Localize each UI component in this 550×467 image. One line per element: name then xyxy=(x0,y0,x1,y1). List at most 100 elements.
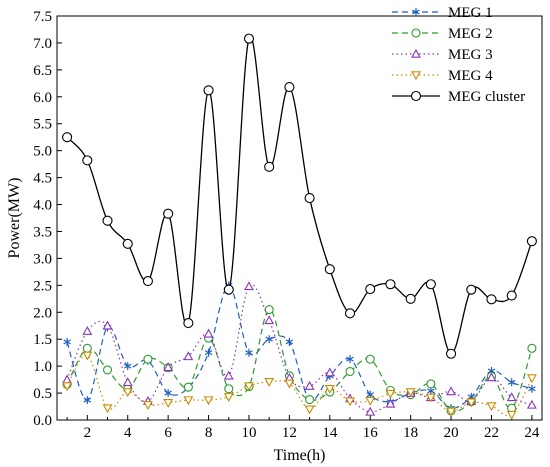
data-point-meg-cluster xyxy=(243,33,255,44)
x-tick-label: 22 xyxy=(484,425,499,441)
series-line-meg-3 xyxy=(66,283,533,413)
data-point-meg-cluster xyxy=(82,155,93,166)
data-point-meg-cluster xyxy=(223,284,234,295)
data-point-meg-cluster xyxy=(102,215,113,226)
legend-label: MEG 3 xyxy=(448,47,493,63)
data-point-meg-3 xyxy=(324,367,335,377)
series-meg-3 xyxy=(62,281,537,416)
y-tick-label: 4.5 xyxy=(33,171,52,187)
y-tick-label: 3.0 xyxy=(33,251,52,267)
data-point-meg-cluster xyxy=(142,275,153,287)
y-tick-label: 0.5 xyxy=(33,386,52,402)
data-point-meg-3 xyxy=(223,370,234,380)
legend-label: MEG 4 xyxy=(448,68,493,84)
data-point-meg-cluster xyxy=(62,132,73,143)
data-point-meg-cluster xyxy=(284,82,295,93)
y-tick-label: 0.0 xyxy=(33,413,52,429)
series-line-meg-1 xyxy=(66,284,533,409)
data-point-meg-cluster xyxy=(264,161,275,172)
x-tick-label: 4 xyxy=(124,425,132,441)
data-point-meg-cluster xyxy=(344,308,356,319)
legend-marker xyxy=(411,28,421,38)
data-point-meg-1 xyxy=(528,384,536,393)
data-point-meg-cluster xyxy=(203,85,214,96)
legend-item-meg-1: MEG 1 xyxy=(392,5,493,21)
data-point-meg-4 xyxy=(244,382,254,392)
data-point-meg-4 xyxy=(526,374,537,384)
legend-item-meg-cluster: MEG cluster xyxy=(392,89,525,105)
x-tick-label: 18 xyxy=(403,425,418,441)
data-point-meg-4 xyxy=(203,396,214,406)
y-tick-label: 5.5 xyxy=(33,117,52,133)
data-point-meg-cluster xyxy=(183,317,194,329)
data-point-meg-1 xyxy=(507,378,516,387)
series-line-meg-4 xyxy=(66,354,533,417)
data-point-meg-2 xyxy=(305,394,315,405)
data-point-meg-cluster xyxy=(324,264,335,275)
legend-item-meg-2: MEG 2 xyxy=(392,26,493,42)
data-point-meg-2 xyxy=(345,366,355,377)
data-point-meg-3 xyxy=(486,372,497,382)
plot-frame xyxy=(56,15,543,421)
data-point-meg-4 xyxy=(385,389,396,399)
plot-border xyxy=(56,15,543,421)
legend-label: MEG 2 xyxy=(448,26,493,42)
legend-item-meg-4: MEG 4 xyxy=(392,68,493,84)
series-line-meg-2 xyxy=(66,308,533,413)
data-point-meg-3 xyxy=(102,320,113,330)
data-point-meg-2 xyxy=(102,365,113,375)
data-point-meg-4 xyxy=(82,351,93,361)
x-tick-label: 2 xyxy=(84,425,92,441)
data-point-meg-2 xyxy=(426,379,436,389)
data-point-meg-1 xyxy=(123,362,132,371)
data-point-meg-4 xyxy=(466,398,477,408)
data-point-meg-4 xyxy=(365,396,376,406)
data-point-meg-4 xyxy=(405,388,416,398)
data-point-meg-cluster xyxy=(365,284,376,295)
x-tick-label: 24 xyxy=(524,425,540,441)
data-point-meg-cluster xyxy=(385,279,396,290)
data-point-meg-4 xyxy=(345,397,355,407)
data-point-meg-3 xyxy=(203,328,214,338)
y-tick-label: 4.0 xyxy=(33,198,52,214)
data-point-meg-4 xyxy=(304,405,315,415)
y-tick-label: 6.5 xyxy=(33,63,52,79)
data-point-meg-1 xyxy=(346,355,354,364)
data-point-meg-1 xyxy=(285,337,294,346)
data-point-meg-4 xyxy=(102,404,113,414)
x-axis-ticks: 2 4 6 8 10 12 14 16 18 20 22 24 xyxy=(66,415,540,441)
legend-label: MEG 1 xyxy=(448,5,493,21)
data-point-meg-4 xyxy=(223,393,234,402)
legend-marker xyxy=(411,48,421,58)
data-point-meg-3 xyxy=(304,380,315,390)
data-point-meg-4 xyxy=(506,410,517,420)
y-axis-title: Power(MW) xyxy=(6,178,23,259)
data-point-meg-cluster xyxy=(486,294,497,305)
x-tick-label: 10 xyxy=(241,425,256,441)
data-point-meg-1 xyxy=(164,389,172,398)
data-point-meg-2 xyxy=(183,382,193,392)
series-layer xyxy=(62,33,537,420)
data-point-meg-4 xyxy=(446,407,456,417)
data-point-meg-4 xyxy=(264,378,275,387)
legend-item-meg-3: MEG 3 xyxy=(392,47,493,63)
data-point-meg-1 xyxy=(265,335,273,344)
y-tick-label: 2.5 xyxy=(33,278,52,294)
x-axis-title: Time(h) xyxy=(274,447,326,464)
y-tick-label: 7.5 xyxy=(33,9,52,25)
data-point-meg-3 xyxy=(264,315,275,325)
data-point-meg-4 xyxy=(122,388,133,398)
data-point-meg-3 xyxy=(183,351,194,361)
data-point-meg-cluster xyxy=(446,348,457,359)
y-tick-label: 1.5 xyxy=(33,332,52,348)
data-point-meg-2 xyxy=(264,305,274,315)
data-point-meg-3 xyxy=(526,399,537,409)
data-point-meg-4 xyxy=(284,379,295,389)
data-point-meg-cluster xyxy=(466,284,477,295)
data-point-meg-4 xyxy=(62,382,73,392)
data-point-meg-cluster xyxy=(122,238,133,249)
data-point-meg-1 xyxy=(204,348,213,357)
data-point-meg-1 xyxy=(245,348,253,357)
